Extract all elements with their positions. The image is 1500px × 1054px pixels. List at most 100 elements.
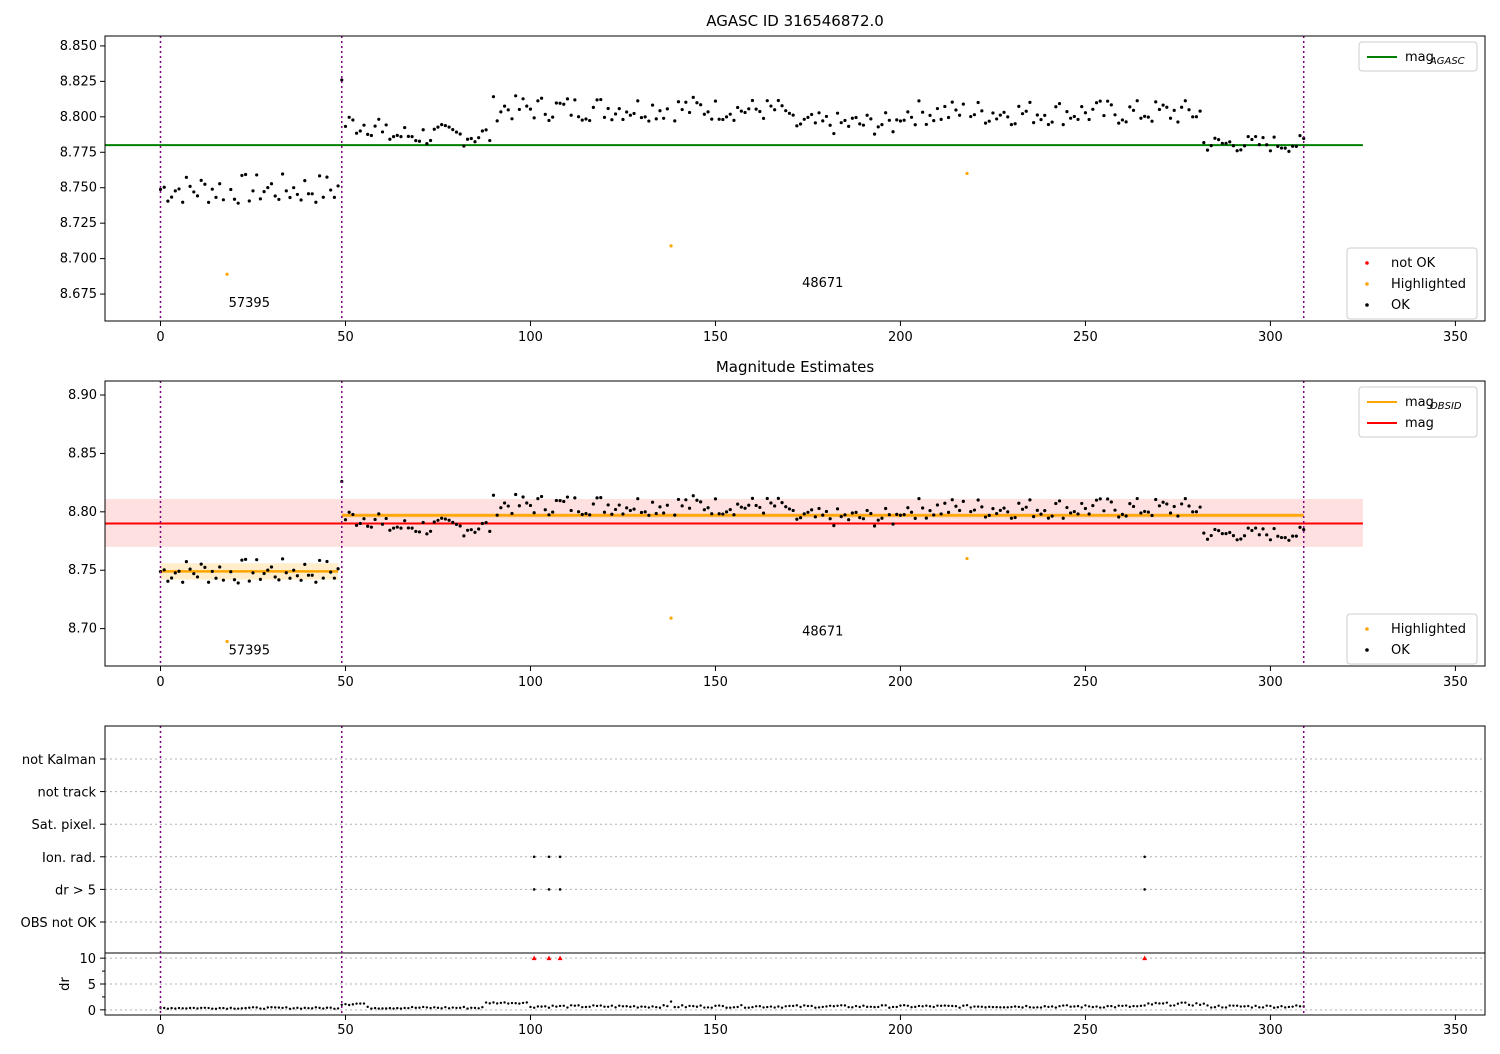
ok-point xyxy=(706,506,710,510)
ok-point xyxy=(995,117,999,121)
ok-point xyxy=(292,186,296,190)
ok-point xyxy=(1080,501,1084,506)
ok-point xyxy=(495,119,499,123)
dr-point xyxy=(573,1004,577,1007)
ok-point xyxy=(625,506,629,510)
ok-point xyxy=(399,135,403,139)
dr-point xyxy=(584,1005,588,1009)
ok-point xyxy=(1154,497,1158,502)
ok-point xyxy=(699,500,703,504)
ok-point xyxy=(299,198,303,202)
plot-frame xyxy=(104,380,1486,667)
dr-point xyxy=(1028,1006,1032,1009)
dr-point xyxy=(562,1004,565,1007)
ok-point xyxy=(761,116,766,120)
dr-point xyxy=(717,1004,721,1007)
ok-point xyxy=(761,511,766,515)
dr-point xyxy=(229,1006,232,1010)
ok-point xyxy=(218,182,222,186)
ok-point xyxy=(824,509,829,514)
dr-point xyxy=(799,1005,802,1009)
x-tick-label: 0 xyxy=(156,330,164,345)
ok-point xyxy=(1072,114,1076,119)
ok-point xyxy=(273,575,277,579)
dr-point xyxy=(174,1007,177,1010)
ok-point xyxy=(858,122,862,126)
ok-point xyxy=(1217,529,1221,533)
plot-frame xyxy=(104,725,1486,1016)
ok-point xyxy=(954,504,958,508)
dr-point xyxy=(1195,1002,1198,1005)
ok-point xyxy=(1242,534,1247,538)
ok-point xyxy=(562,102,566,106)
ok-point xyxy=(1180,105,1184,109)
dr-point xyxy=(399,1007,403,1010)
ok-point xyxy=(754,107,758,111)
dr-point xyxy=(466,1007,469,1010)
dr-point xyxy=(662,1004,665,1007)
ok-point xyxy=(1172,108,1176,112)
ok-point xyxy=(739,505,743,509)
ok-point xyxy=(928,113,932,118)
ok-point xyxy=(876,125,880,129)
legend-marker xyxy=(1365,627,1369,631)
dr-point xyxy=(470,1006,473,1009)
ok-point xyxy=(502,501,507,505)
ok-point xyxy=(432,127,436,131)
dr-point xyxy=(954,1005,958,1008)
dr-point xyxy=(285,1006,288,1009)
ok-point xyxy=(795,517,799,521)
flag-label: OBS not OK xyxy=(21,916,97,931)
ok-point xyxy=(1228,530,1232,535)
ok-point xyxy=(1094,101,1099,105)
legend-box xyxy=(1346,613,1478,665)
ok-point xyxy=(872,132,877,136)
dr-point xyxy=(729,1006,732,1009)
dr-point xyxy=(906,1004,910,1008)
dr-clipped-marker xyxy=(1142,955,1148,961)
ok-point xyxy=(710,512,714,516)
ok-point xyxy=(373,124,377,128)
ok-point xyxy=(343,124,348,129)
dr-point xyxy=(495,1002,499,1005)
dr-point xyxy=(166,1007,170,1010)
ok-point xyxy=(650,103,655,107)
ok-point xyxy=(1276,144,1280,149)
ok-point xyxy=(817,506,821,511)
ok-point xyxy=(806,115,810,119)
ok-point xyxy=(950,498,954,502)
ok-point xyxy=(924,516,928,520)
dr-point xyxy=(1158,1002,1161,1005)
highlighted-point xyxy=(965,171,969,176)
ok-point xyxy=(987,119,991,123)
dr-point xyxy=(643,1005,647,1008)
dr-point xyxy=(377,1007,380,1010)
dr-point xyxy=(777,1005,780,1008)
ok-point xyxy=(258,197,262,201)
dr-point xyxy=(1087,1005,1091,1008)
dr-point xyxy=(436,1006,440,1010)
ok-point xyxy=(1291,534,1295,538)
ok-point xyxy=(769,104,773,108)
dr-point xyxy=(814,1006,817,1009)
dr-point xyxy=(340,1003,343,1007)
ok-point xyxy=(255,173,259,177)
ok-point xyxy=(484,520,488,525)
dr-point xyxy=(632,1004,636,1008)
dr-point xyxy=(928,1005,932,1008)
ok-point xyxy=(240,173,244,178)
ok-point xyxy=(177,569,181,573)
ok-point xyxy=(1120,118,1125,122)
dr-point xyxy=(277,1006,281,1009)
ok-point xyxy=(521,495,525,499)
ok-point xyxy=(676,100,681,104)
ok-point xyxy=(1024,109,1028,113)
ok-point xyxy=(713,497,718,501)
dr-point xyxy=(407,1006,410,1010)
y-tick-label: 8.90 xyxy=(68,388,97,403)
ok-point xyxy=(465,528,470,532)
ok-point xyxy=(451,128,455,132)
ok-point xyxy=(1076,512,1080,516)
ok-point xyxy=(710,117,714,121)
ok-point xyxy=(1279,535,1284,540)
